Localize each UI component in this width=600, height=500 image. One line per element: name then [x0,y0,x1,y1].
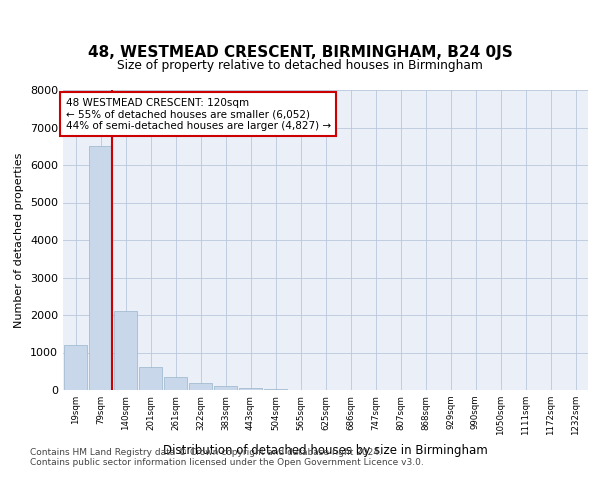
Bar [264,389,287,390]
Text: Contains public sector information licensed under the Open Government Licence v3: Contains public sector information licen… [30,458,424,467]
Bar [214,386,237,390]
Bar [64,345,87,390]
Text: 48 WESTMEAD CRESCENT: 120sqm
← 55% of detached houses are smaller (6,052)
44% of: 48 WESTMEAD CRESCENT: 120sqm ← 55% of de… [65,98,331,130]
Bar [239,388,262,390]
Bar [164,377,187,390]
Bar [89,146,112,390]
Bar [189,383,212,390]
X-axis label: Distribution of detached houses by size in Birmingham: Distribution of detached houses by size … [163,444,488,456]
Text: Contains HM Land Registry data © Crown copyright and database right 2024.: Contains HM Land Registry data © Crown c… [30,448,382,457]
Text: 48, WESTMEAD CRESCENT, BIRMINGHAM, B24 0JS: 48, WESTMEAD CRESCENT, BIRMINGHAM, B24 0… [88,45,512,60]
Bar [114,311,137,390]
Text: Size of property relative to detached houses in Birmingham: Size of property relative to detached ho… [117,60,483,72]
Y-axis label: Number of detached properties: Number of detached properties [14,152,25,328]
Bar [139,367,162,390]
